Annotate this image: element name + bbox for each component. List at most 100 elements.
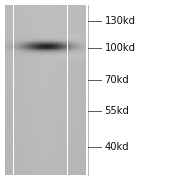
Bar — [27, 18, 28, 20]
Bar — [58, 39, 59, 40]
Bar — [76, 79, 77, 82]
Bar — [82, 37, 84, 38]
Bar — [55, 42, 57, 43]
Bar — [43, 162, 45, 164]
Bar — [46, 48, 47, 49]
Bar — [17, 109, 19, 111]
Bar — [20, 69, 22, 71]
Bar — [35, 12, 36, 14]
Bar — [23, 67, 24, 69]
Bar — [53, 53, 54, 54]
Bar — [78, 56, 80, 58]
Bar — [5, 98, 7, 101]
Bar — [34, 156, 35, 158]
Bar — [40, 101, 42, 103]
Bar — [57, 166, 58, 168]
Bar — [23, 90, 24, 92]
Bar — [19, 60, 20, 62]
Bar — [57, 26, 58, 29]
Bar — [51, 107, 53, 109]
Bar — [81, 79, 82, 82]
Bar — [22, 136, 23, 139]
Bar — [14, 40, 15, 41]
Bar — [61, 170, 62, 172]
Bar — [59, 37, 61, 39]
Bar — [61, 48, 62, 49]
Bar — [12, 107, 14, 109]
Bar — [20, 168, 22, 170]
Bar — [76, 31, 77, 33]
Bar — [8, 88, 9, 90]
Bar — [9, 103, 11, 105]
Bar — [55, 18, 57, 20]
Bar — [46, 96, 47, 98]
Bar — [73, 54, 74, 55]
Bar — [22, 88, 23, 90]
Bar — [47, 41, 49, 43]
Bar — [12, 41, 14, 42]
Bar — [80, 31, 81, 33]
Bar — [32, 166, 34, 168]
Bar — [49, 141, 50, 143]
Bar — [47, 55, 49, 56]
Bar — [20, 141, 22, 143]
Bar — [78, 35, 80, 37]
Bar — [49, 65, 50, 67]
Bar — [22, 67, 23, 69]
Bar — [19, 128, 20, 130]
Bar — [26, 145, 27, 147]
Bar — [15, 44, 16, 45]
Bar — [69, 46, 70, 48]
Bar — [32, 120, 34, 122]
Bar — [77, 170, 78, 172]
Bar — [77, 40, 78, 41]
Bar — [69, 43, 70, 46]
Bar — [12, 143, 14, 145]
Bar — [34, 82, 35, 84]
Bar — [51, 37, 53, 38]
Bar — [24, 96, 26, 98]
Bar — [62, 172, 63, 175]
Bar — [20, 58, 22, 60]
Bar — [53, 162, 54, 164]
Bar — [57, 41, 58, 43]
Bar — [31, 118, 32, 120]
Bar — [51, 141, 53, 143]
Bar — [30, 62, 31, 65]
Bar — [45, 92, 46, 94]
Bar — [57, 111, 58, 113]
Bar — [45, 151, 46, 153]
Bar — [22, 126, 23, 128]
Bar — [35, 111, 36, 113]
Bar — [39, 69, 40, 71]
Bar — [53, 43, 54, 44]
Bar — [35, 73, 36, 75]
Bar — [46, 147, 47, 149]
Bar — [14, 48, 15, 50]
Bar — [39, 44, 40, 45]
Bar — [12, 54, 14, 55]
Bar — [68, 156, 69, 158]
Bar — [16, 39, 17, 41]
Bar — [84, 101, 85, 103]
Bar — [61, 115, 62, 118]
Bar — [19, 96, 20, 98]
Bar — [85, 67, 86, 69]
Bar — [72, 56, 73, 58]
Bar — [61, 58, 62, 59]
Bar — [58, 65, 59, 67]
Bar — [11, 141, 12, 143]
Bar — [46, 126, 47, 128]
Bar — [19, 67, 20, 69]
Bar — [50, 20, 51, 22]
Bar — [68, 130, 69, 132]
Bar — [66, 36, 68, 37]
Bar — [58, 31, 59, 33]
Bar — [61, 39, 62, 40]
Bar — [54, 164, 55, 166]
Bar — [50, 139, 51, 141]
Bar — [27, 82, 28, 84]
Bar — [8, 128, 9, 130]
Bar — [46, 55, 47, 56]
Bar — [28, 47, 30, 48]
